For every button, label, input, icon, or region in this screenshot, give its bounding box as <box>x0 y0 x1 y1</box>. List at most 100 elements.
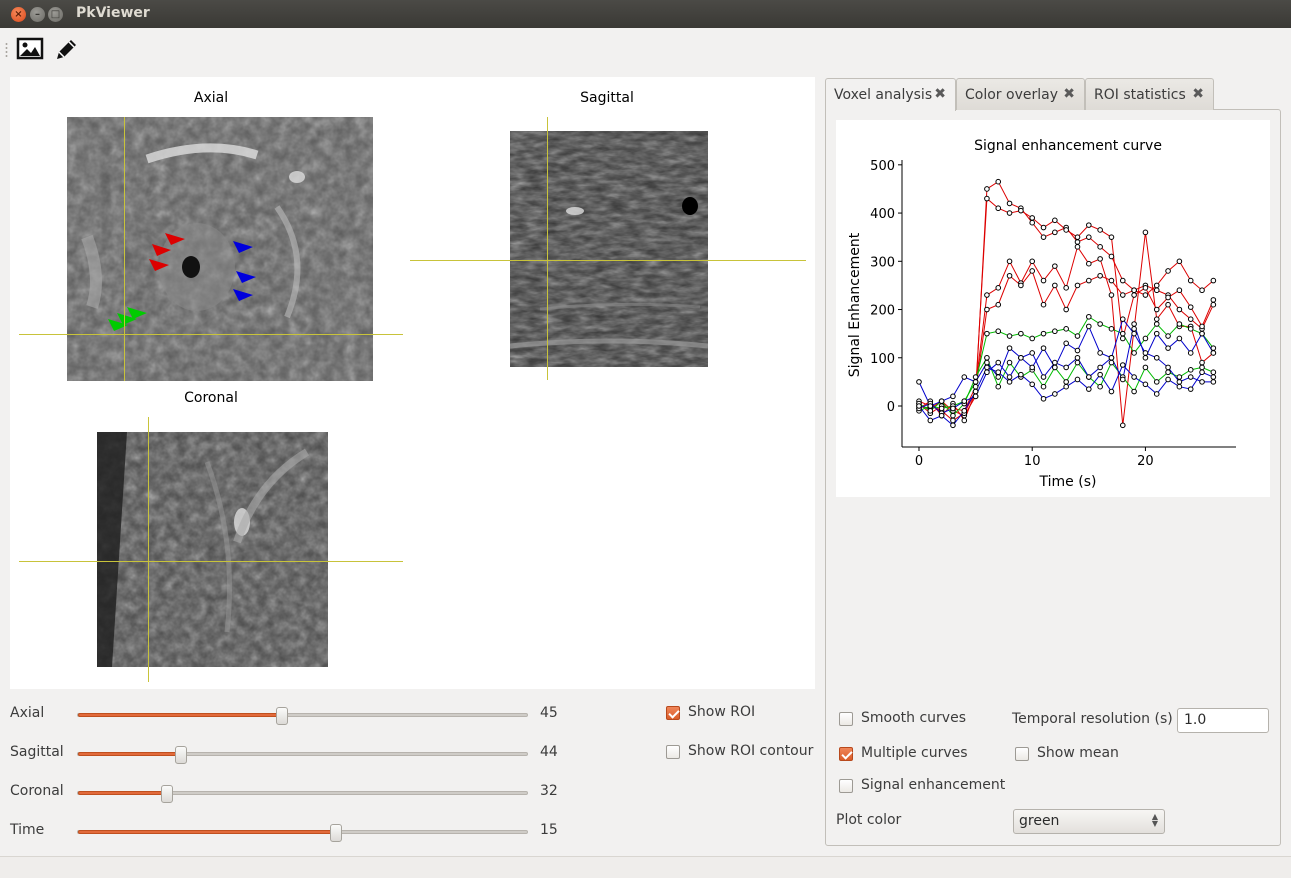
data-point <box>1006 345 1013 351</box>
data-point <box>1176 379 1183 385</box>
maximize-window-button[interactable]: □ <box>48 7 63 22</box>
data-point <box>1074 239 1081 245</box>
data-point <box>1187 304 1194 310</box>
data-point <box>1199 330 1205 337</box>
sagittal-slice-image[interactable] <box>510 131 708 367</box>
data-point <box>1131 326 1137 332</box>
data-point <box>1142 229 1149 236</box>
data-point <box>1006 374 1013 380</box>
data-point <box>1119 292 1126 298</box>
axial-slider[interactable] <box>77 707 528 725</box>
data-point <box>984 292 990 298</box>
data-point <box>927 408 934 414</box>
data-point <box>1040 383 1047 390</box>
data-point <box>1210 369 1217 376</box>
data-point <box>1097 371 1103 378</box>
data-point <box>984 195 990 202</box>
data-point <box>1052 263 1058 269</box>
tab-color-overlay[interactable]: Color overlay ✖ <box>956 78 1085 110</box>
data-point <box>1176 258 1183 265</box>
sagittal-slider-value: 44 <box>540 744 558 760</box>
axial-crosshair-horizontal <box>19 334 403 335</box>
data-point <box>1006 200 1013 207</box>
coronal-slice-image[interactable] <box>97 432 328 667</box>
coronal-slider-handle[interactable] <box>160 785 173 803</box>
y-tick-label: 400 <box>870 207 895 222</box>
chart-title: Signal enhancement curve <box>974 138 1162 154</box>
axial-view-title: Axial <box>193 90 229 106</box>
x-tick-label: 20 <box>1137 454 1154 469</box>
tab-roi-statistics[interactable]: ROI statistics ✖ <box>1085 78 1214 110</box>
axial-slice-image[interactable] <box>67 117 373 381</box>
coronal-slider-value: 32 <box>540 783 558 799</box>
data-point <box>1074 347 1081 354</box>
plot-color-label: Plot color <box>836 812 902 828</box>
coronal-slider-row: Coronal 32 <box>10 780 570 804</box>
temporal-resolution-label: Temporal resolution (s) <box>1012 711 1173 727</box>
data-point <box>961 374 968 380</box>
open-image-button[interactable] <box>16 36 44 62</box>
data-point <box>1029 364 1036 371</box>
data-point <box>1187 386 1194 392</box>
data-point <box>1029 258 1036 265</box>
close-tab-icon[interactable]: ✖ <box>1063 86 1075 102</box>
data-point <box>1006 258 1013 265</box>
data-point <box>1040 395 1047 402</box>
data-point <box>1018 371 1024 378</box>
time-slider[interactable] <box>77 824 528 842</box>
data-point <box>1040 277 1047 284</box>
data-point <box>1165 333 1171 339</box>
data-point <box>984 354 990 361</box>
data-point <box>1119 362 1126 368</box>
data-point <box>1153 282 1160 289</box>
close-tab-icon[interactable]: ✖ <box>934 86 946 102</box>
minimize-window-button[interactable]: – <box>30 7 45 22</box>
close-window-button[interactable]: × <box>11 7 26 22</box>
data-point <box>1176 321 1183 327</box>
data-point <box>1210 345 1217 351</box>
coronal-slider-label: Coronal <box>10 783 64 799</box>
data-point <box>1086 313 1092 320</box>
data-point <box>950 405 956 412</box>
title-bar: × – □ PkViewer <box>0 0 1291 28</box>
data-point <box>1131 374 1137 380</box>
data-point <box>1108 253 1115 260</box>
tab-voxel-analysis[interactable]: Voxel analysis ✖ <box>825 78 956 111</box>
data-point <box>1131 321 1137 327</box>
draw-roi-button[interactable] <box>52 36 80 62</box>
data-point <box>1074 354 1081 361</box>
data-point <box>1063 227 1069 233</box>
temporal-resolution-input[interactable]: 1.0 <box>1177 708 1269 733</box>
data-point <box>1142 364 1149 371</box>
time-slider-value: 15 <box>540 822 558 838</box>
data-point <box>1040 301 1047 308</box>
sagittal-slider[interactable] <box>77 746 528 764</box>
time-slider-handle[interactable] <box>330 824 343 842</box>
sagittal-slider-handle[interactable] <box>175 746 188 764</box>
data-point <box>950 393 956 400</box>
toolbar-grip[interactable] <box>5 42 8 58</box>
data-point <box>1119 277 1126 284</box>
signal-enhancement-plot: Signal enhancement curve Time (s) Signal… <box>836 120 1270 497</box>
data-point <box>1142 285 1149 291</box>
data-point <box>1119 330 1126 337</box>
data-point <box>995 383 1002 390</box>
image-icon <box>16 37 44 60</box>
close-tab-icon[interactable]: ✖ <box>1192 86 1204 102</box>
plot-color-select[interactable]: green ▲ ▼ <box>1013 809 1165 834</box>
axial-crosshair-vertical <box>124 117 125 381</box>
axial-slider-handle[interactable] <box>276 707 289 725</box>
data-point <box>1018 207 1024 214</box>
axial-slider-value: 45 <box>540 705 558 721</box>
data-point <box>1063 306 1069 313</box>
coronal-slider[interactable] <box>77 785 528 803</box>
data-point <box>1210 379 1217 385</box>
data-point <box>1086 260 1092 267</box>
sagittal-slider-row: Sagittal 44 <box>10 741 570 765</box>
data-point <box>1063 364 1069 371</box>
data-point <box>1108 354 1115 361</box>
data-point <box>1131 330 1137 337</box>
data-point <box>1199 359 1205 366</box>
data-point <box>1006 379 1013 385</box>
data-point <box>1029 350 1036 356</box>
